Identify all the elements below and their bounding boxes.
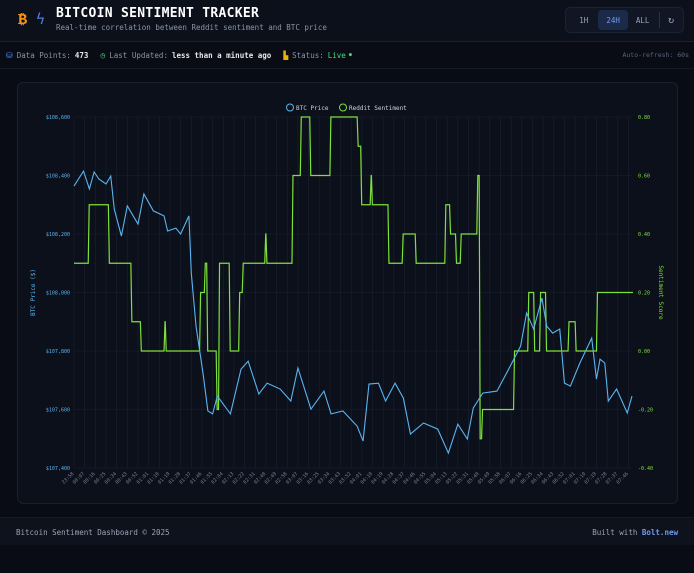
page-title: BITCOIN SENTIMENT TRACKER: [56, 6, 260, 21]
legend-price-icon: [286, 103, 294, 112]
y-axis-label-right: Sentiment Score: [657, 265, 664, 320]
sentiment-price-chart: 23:5800:0700:1600:2500:3400:4300:5201:01…: [30, 103, 664, 486]
y-tick-label-left: $108,400: [46, 174, 70, 180]
live-dot-icon: ●: [348, 52, 352, 58]
legend-price-label: BTC Price: [296, 105, 329, 112]
y-tick-label-left: $108,600: [46, 115, 70, 121]
clock-icon: ◷: [100, 50, 106, 60]
x-tick-label: 07:46: [615, 471, 630, 486]
y-tick-label-right: 0.40: [638, 232, 650, 238]
legend-sentiment-label: Reddit Sentiment: [349, 105, 407, 112]
y-tick-label-right: 0.20: [638, 291, 650, 297]
y-tick-label-right: -0.40: [638, 466, 653, 472]
y-tick-label-left: $107,400: [46, 466, 70, 472]
data-points-stat: ⛁ Data Points: 473: [6, 50, 89, 60]
built-with: Built with Bolt.new: [592, 528, 678, 537]
y-tick-label-right: -0.20: [638, 408, 653, 414]
refresh-icon[interactable]: ↻: [668, 14, 675, 26]
database-icon: ⛁: [6, 50, 13, 60]
legend-sentiment-icon: [339, 103, 347, 112]
y-axis-label-left: BTC Price ($): [30, 269, 37, 316]
divider: [659, 12, 661, 28]
copyright-text: Bitcoin Sentiment Dashboard © 2025: [16, 528, 170, 537]
price-line: [73, 169, 633, 455]
y-tick-label-right: 0.60: [638, 174, 650, 180]
stats-bar: ⛁ Data Points: 473 ◷ Last Updated: less than…: [0, 42, 694, 69]
y-tick-label-left: $108,200: [46, 232, 70, 238]
y-tick-label-left: $108,000: [46, 291, 70, 297]
bitcoin-icon: ₿: [18, 10, 28, 28]
bar-chart-icon: ▙: [283, 50, 289, 60]
page-subtitle: Real-time correlation between Reddit sen…: [56, 23, 327, 32]
y-tick-label-right: 0.00: [638, 349, 650, 355]
zap-icon: ϟ: [36, 10, 46, 28]
y-tick-label-left: $107,600: [46, 408, 70, 414]
range-all-button[interactable]: ALL: [635, 15, 650, 25]
time-range-selector: 1H 24H ALL ↻: [565, 7, 684, 33]
sentiment-line: [74, 116, 633, 440]
auto-refresh-text: Auto-refresh: 60s: [622, 51, 689, 59]
status-badge: Live: [327, 50, 346, 60]
y-tick-label-right: 0.80: [638, 115, 650, 121]
header: ₿ ϟ BITCOIN SENTIMENT TRACKER Real-time …: [0, 0, 694, 42]
range-1h-button[interactable]: 1H: [579, 15, 589, 25]
y-tick-label-left: $107,800: [46, 349, 70, 355]
last-updated-stat: ◷ Last Updated: less than a minute ago: [100, 50, 272, 60]
footer: Bitcoin Sentiment Dashboard © 2025 Built…: [0, 517, 694, 545]
chart-card: 23:58 00:07 00:16 00:25 00:34 00:43 00:52 01:01…: [17, 82, 678, 504]
bolt-link[interactable]: Bolt.new: [641, 528, 678, 537]
range-24h-button[interactable]: 24H: [598, 10, 628, 30]
status-stat: ▙ Status: Live ●: [283, 50, 352, 60]
